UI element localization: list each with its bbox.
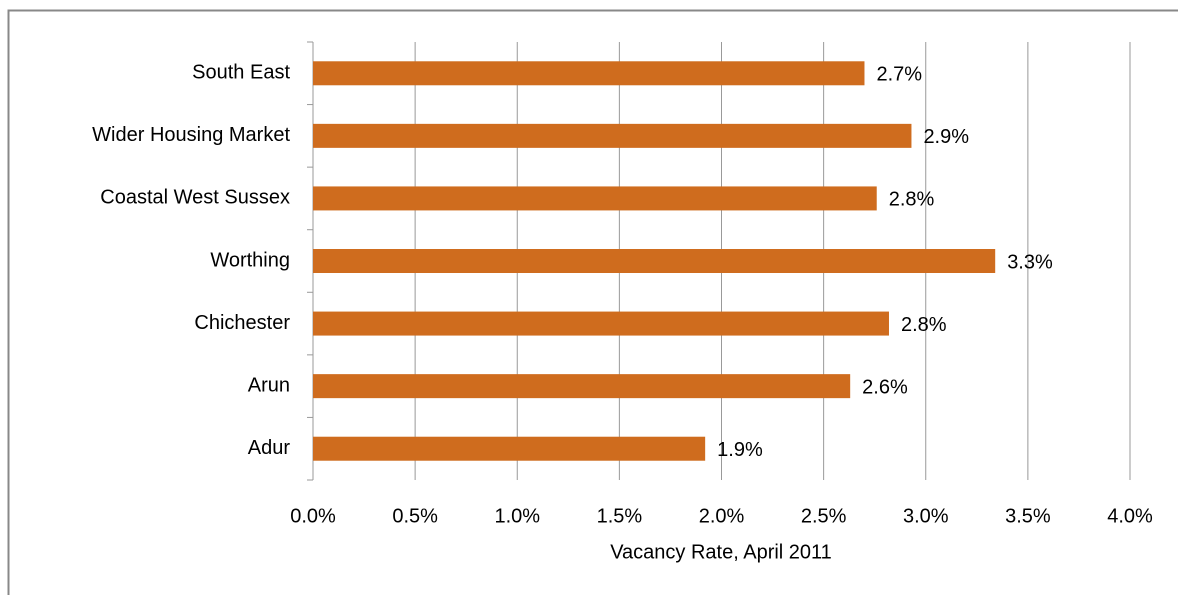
- y-tick-label: Arun: [248, 374, 290, 396]
- data-label: 2.7%: [876, 64, 922, 86]
- data-label: 2.9%: [923, 126, 969, 148]
- data-label: 2.8%: [901, 314, 947, 336]
- y-tick-label: Coastal West Sussex: [100, 187, 290, 209]
- y-tick-label: South East: [192, 62, 290, 84]
- bar: [313, 249, 996, 273]
- data-label: 3.3%: [1007, 251, 1053, 273]
- y-tick-label: Worthing: [210, 249, 290, 271]
- bar: [313, 61, 865, 86]
- y-tick-label: Adur: [248, 437, 291, 459]
- data-label: 2.8%: [889, 189, 935, 211]
- y-tick-label: Chichester: [194, 312, 290, 334]
- bar: [313, 123, 912, 148]
- bar: [313, 311, 889, 336]
- data-label: 1.9%: [717, 439, 763, 461]
- x-tick-label: 0.5%: [392, 505, 438, 527]
- bar: [313, 374, 851, 399]
- frame: [7, 9, 1178, 595]
- x-tick-label: 2.0%: [699, 505, 745, 527]
- x-axis-title: Vacancy Rate, April 2011: [610, 541, 832, 563]
- x-tick-label: 4.0%: [1107, 505, 1153, 527]
- data-label: 2.6%: [862, 376, 908, 398]
- x-tick-label: 0.0%: [290, 505, 336, 527]
- x-tick-label: 3.5%: [1005, 505, 1051, 527]
- bar: [313, 436, 706, 461]
- x-tick-label: 1.0%: [494, 505, 540, 527]
- y-tick-label: Wider Housing Market: [92, 124, 290, 146]
- x-tick-label: 3.0%: [903, 505, 949, 527]
- x-tick-label: 1.5%: [597, 505, 643, 527]
- x-tick-label: 2.5%: [801, 505, 847, 527]
- bar: [313, 186, 877, 211]
